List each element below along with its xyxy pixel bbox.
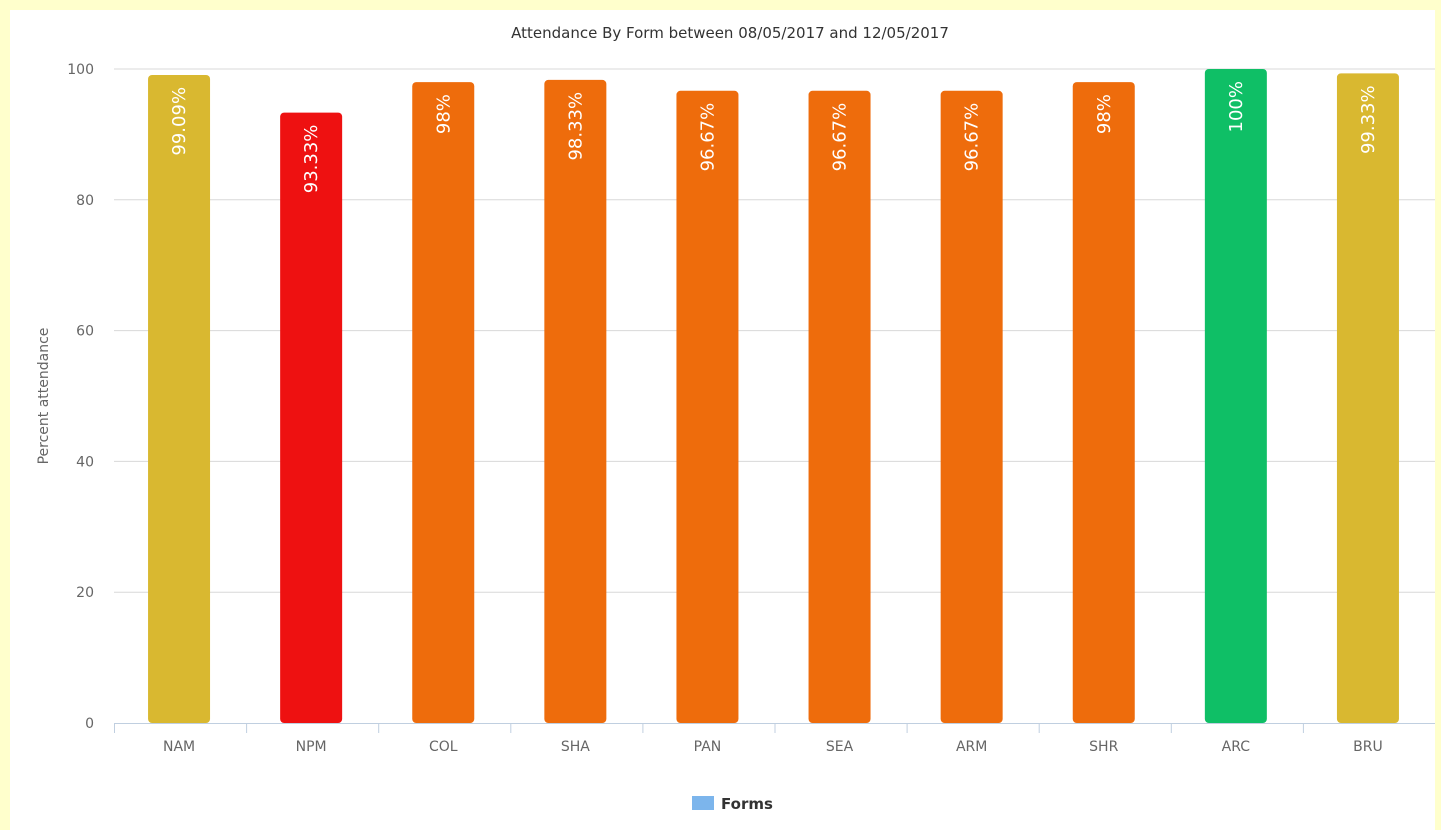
- chart-panel: Attendance By Form between 08/05/2017 an…: [10, 10, 1435, 830]
- x-axis: NAM NPM COL SHA PAN SEA ARM SHR ARC BRU: [114, 723, 1435, 755]
- x-tick-label: ARC: [1222, 739, 1251, 755]
- bar[interactable]: [940, 90, 1003, 723]
- chart-title: Attendance By Form between 08/05/2017 an…: [511, 24, 949, 42]
- x-tick-label: ARM: [956, 739, 987, 755]
- bar-chart: Attendance By Form between 08/05/2017 an…: [36, 24, 1435, 813]
- x-tick-label: COL: [429, 739, 458, 755]
- legend-swatch[interactable]: [692, 796, 714, 810]
- x-tick-label: SHR: [1089, 739, 1118, 755]
- y-axis-label: Percent attendance: [36, 328, 52, 465]
- bar[interactable]: [676, 90, 739, 723]
- bar[interactable]: [1336, 73, 1399, 723]
- x-tick-label: PAN: [694, 739, 722, 755]
- x-tick-label: BRU: [1353, 739, 1383, 755]
- legend[interactable]: Forms: [692, 795, 773, 813]
- bar[interactable]: [1204, 69, 1267, 723]
- y-tick-label: 60: [76, 324, 94, 340]
- data-label: 100%: [1226, 81, 1247, 132]
- bar[interactable]: [808, 90, 871, 723]
- bar[interactable]: [544, 79, 607, 723]
- bar[interactable]: [1072, 82, 1135, 723]
- x-tick-label: NPM: [296, 739, 327, 755]
- bar[interactable]: [412, 82, 475, 723]
- y-axis-ticks: 0 20 40 60 80 100: [67, 62, 94, 732]
- bar[interactable]: [280, 112, 343, 723]
- y-tick-label: 20: [76, 585, 94, 601]
- data-label: 99.09%: [169, 87, 190, 156]
- y-tick-label: 0: [85, 716, 94, 732]
- data-label: 96.67%: [962, 103, 983, 172]
- x-tick-label: NAM: [163, 739, 195, 755]
- data-label: 93.33%: [301, 125, 322, 194]
- data-label: 98.33%: [565, 92, 586, 161]
- data-label: 96.67%: [697, 103, 718, 172]
- y-tick-label: 40: [76, 454, 94, 470]
- data-label: 98%: [433, 94, 454, 134]
- y-tick-label: 80: [76, 193, 94, 209]
- x-tick-label: SHA: [561, 739, 590, 755]
- y-tick-label: 100: [67, 62, 94, 78]
- x-tick-label: SEA: [826, 739, 854, 755]
- legend-label-forms[interactable]: Forms: [721, 795, 773, 813]
- bars: 99.09% 93.33% 98% 98.33% 96.67% 96.67% 96.67% 9…: [148, 69, 1399, 723]
- data-label: 98%: [1094, 94, 1115, 134]
- data-label: 96.67%: [830, 103, 851, 172]
- bar[interactable]: [148, 74, 211, 723]
- data-label: 99.33%: [1358, 85, 1379, 154]
